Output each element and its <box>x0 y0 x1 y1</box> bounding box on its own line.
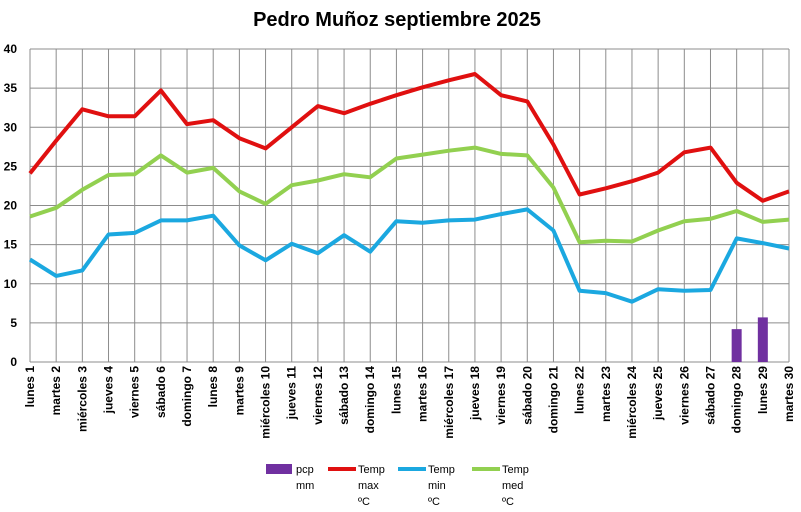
bars <box>731 317 768 362</box>
y-tick-label: 5 <box>10 316 17 330</box>
x-tick-label: jueves 25 <box>651 366 665 421</box>
line-temp-max-c <box>28 72 790 203</box>
x-tick-label: jueves 4 <box>102 366 116 415</box>
x-tick-label: viernes 12 <box>311 366 325 425</box>
x-tick-label: jueves 11 <box>285 366 299 421</box>
x-tick-label: viernes 26 <box>677 366 691 425</box>
x-tick-label: martes 9 <box>232 366 246 416</box>
x-tick-label: lunes 1 <box>23 366 37 408</box>
x-tick-label: sábado 13 <box>337 366 351 425</box>
gridlines <box>29 48 790 363</box>
x-tick-label: jueves 18 <box>468 366 482 421</box>
x-tick-label: miércoles 17 <box>442 366 456 439</box>
series-lines <box>28 72 790 304</box>
x-tick-label: miércoles 3 <box>75 366 89 432</box>
x-tick-label: viernes 5 <box>128 366 142 418</box>
legend: pcp mm Temp max ºC Temp min ºC Temp med ºC <box>266 464 529 508</box>
y-tick-label: 0 <box>10 355 17 369</box>
y-tick-label: 20 <box>4 199 18 213</box>
legend-swatch <box>266 464 292 474</box>
chart-title: Pedro Muñoz septiembre 2025 <box>253 9 541 31</box>
y-tick-label: 40 <box>4 42 18 56</box>
x-tick-label: martes 30 <box>782 366 796 422</box>
line-temp-med-c <box>29 145 790 245</box>
x-tick-label: lunes 29 <box>756 366 770 414</box>
legend-label: pcp mm <box>296 464 314 492</box>
x-tick-label: miércoles 10 <box>259 366 273 439</box>
x-tick-label: domingo 21 <box>546 366 560 434</box>
x-tick-label: domingo 7 <box>180 366 194 427</box>
x-tick-label: viernes 19 <box>494 366 508 425</box>
x-tick-label: lunes 8 <box>206 366 220 408</box>
y-tick-label: 10 <box>4 277 18 291</box>
y-tick-label: 15 <box>4 238 18 252</box>
axes: 0 5 10 15 20 25 30 35 40 lunes 1 martes 2 miércoles… <box>4 42 796 439</box>
bar-pcp-domingo-28 <box>731 329 742 362</box>
x-tick-label: lunes 15 <box>389 366 403 414</box>
x-tick-label: miércoles 24 <box>625 366 639 439</box>
x-tick-label: domingo 28 <box>730 366 744 434</box>
x-tick-label: martes 16 <box>416 366 430 422</box>
x-tick-label: martes 2 <box>49 366 63 416</box>
bar-pcp-lunes-29 <box>757 317 768 362</box>
x-tick-label: martes 23 <box>599 366 613 422</box>
line-temp-min-c <box>28 207 790 304</box>
x-tick-label: sábado 6 <box>154 366 168 418</box>
legend-label: Temp min ºC <box>428 464 455 508</box>
y-tick-label: 35 <box>4 81 18 95</box>
x-tick-label: lunes 22 <box>573 366 587 414</box>
legend-label: Temp max ºC <box>358 464 385 508</box>
x-tick-label: sábado 20 <box>520 366 534 425</box>
y-tick-label: 30 <box>4 120 18 134</box>
x-tick-label: sábado 27 <box>703 366 717 425</box>
x-tick-label: domingo 14 <box>363 366 377 434</box>
y-tick-label: 25 <box>4 159 18 173</box>
legend-label: Temp med ºC <box>502 464 529 508</box>
